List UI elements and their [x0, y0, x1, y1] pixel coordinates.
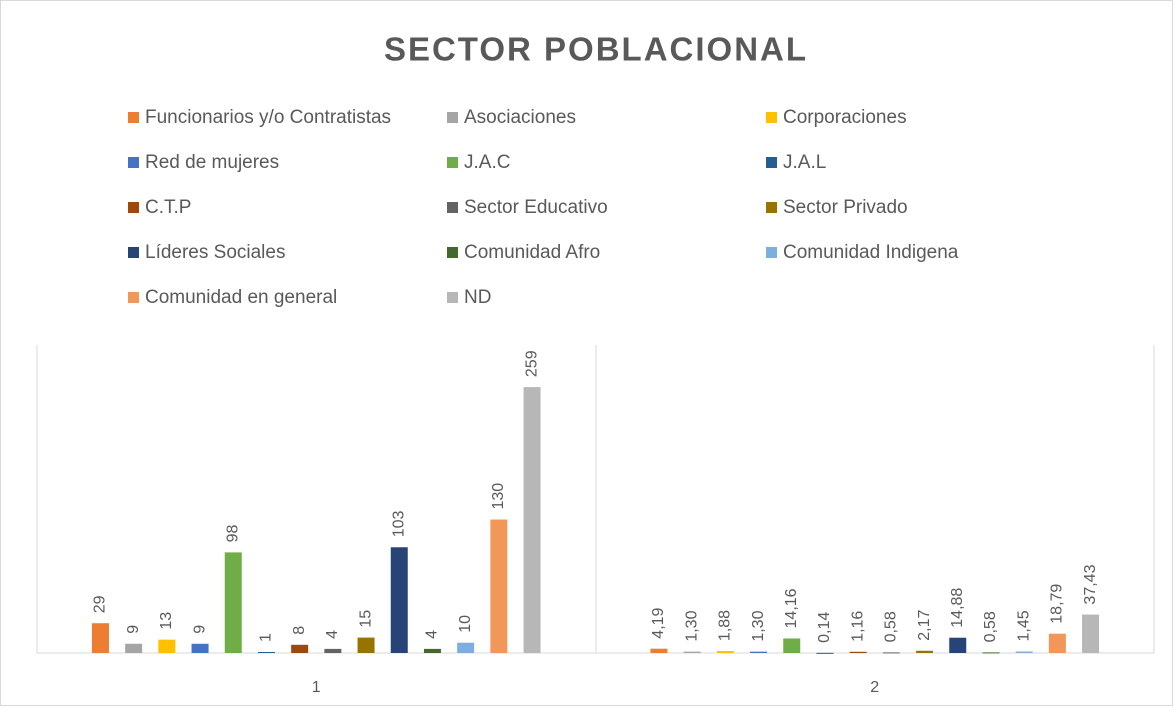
- bar: [224, 552, 242, 653]
- bar: [1048, 633, 1066, 653]
- bar: [291, 644, 309, 653]
- data-label: 14,88: [949, 588, 966, 628]
- data-label: 0,14: [816, 612, 833, 643]
- data-label: 14,16: [783, 588, 800, 628]
- data-label: 8: [291, 626, 308, 635]
- x-tick-label: 2: [870, 679, 879, 696]
- chart-title: SECTOR POBLACIONAL: [384, 31, 808, 68]
- bar: [716, 651, 734, 653]
- bar: [191, 643, 209, 653]
- bar: [423, 648, 441, 653]
- legend-swatch: [766, 112, 777, 123]
- legend-label: Sector Educativo: [464, 197, 608, 218]
- data-label: 37,43: [1082, 564, 1099, 604]
- bar: [390, 547, 408, 653]
- legend-label: Comunidad Indigena: [783, 242, 959, 263]
- bar: [916, 650, 934, 653]
- bar: [816, 652, 834, 654]
- bar: [982, 652, 1000, 654]
- data-label: 9: [125, 625, 142, 634]
- data-label: 13: [158, 612, 175, 630]
- data-label: 1,16: [849, 611, 866, 642]
- legend-swatch: [128, 247, 139, 258]
- data-label: 4: [424, 630, 441, 639]
- legend-label: Líderes Sociales: [145, 242, 285, 263]
- data-label: 0,58: [982, 611, 999, 642]
- bar: [949, 637, 967, 653]
- data-label: 1: [258, 633, 275, 642]
- bar: [257, 651, 275, 653]
- legend-label: Comunidad Afro: [464, 242, 600, 263]
- legend-label: J.A.L: [783, 152, 826, 173]
- legend-swatch: [447, 292, 458, 303]
- bar: [849, 651, 867, 653]
- bar: [1082, 614, 1100, 653]
- legend-label: ND: [464, 287, 491, 308]
- legend-swatch: [766, 157, 777, 168]
- legend-label: C.T.P: [145, 197, 191, 218]
- legend-label: Comunidad en general: [145, 287, 337, 308]
- bar: [650, 648, 668, 653]
- data-label: 29: [92, 595, 109, 613]
- legend-label: Red de mujeres: [145, 152, 279, 173]
- data-label: 18,79: [1049, 584, 1066, 624]
- bar: [357, 637, 375, 653]
- legend-swatch: [128, 202, 139, 213]
- legend-swatch: [447, 202, 458, 213]
- data-label: 4: [324, 630, 341, 639]
- bar: [882, 652, 900, 654]
- data-label: 10: [457, 615, 474, 633]
- legend-swatch: [128, 292, 139, 303]
- data-label: 0,58: [883, 611, 900, 642]
- bar: [683, 651, 701, 653]
- bar: [750, 651, 768, 653]
- legend-swatch: [128, 157, 139, 168]
- data-label: 259: [523, 350, 540, 377]
- legend-label: Funcionarios y/o Contratistas: [145, 107, 391, 128]
- bar: [125, 643, 143, 653]
- data-label: 4,19: [650, 607, 667, 638]
- data-label: 130: [490, 483, 507, 510]
- data-label: 98: [224, 524, 241, 542]
- data-label: 1,30: [750, 610, 767, 641]
- bar: [158, 639, 176, 653]
- legend-label: Asociaciones: [464, 107, 576, 128]
- bar: [457, 642, 475, 653]
- data-label: 2,17: [916, 610, 933, 641]
- legend-label: J.A.C: [464, 152, 510, 173]
- data-label: 9: [191, 625, 208, 634]
- data-label: 103: [390, 510, 407, 537]
- legend-swatch: [447, 112, 458, 123]
- legend-label: Sector Privado: [783, 197, 908, 218]
- legend-swatch: [766, 247, 777, 258]
- legend-swatch: [128, 112, 139, 123]
- legend-label: Corporaciones: [783, 107, 907, 128]
- bar: [1015, 651, 1033, 653]
- data-label: 1,30: [683, 610, 700, 641]
- data-label: 1,45: [1015, 610, 1032, 641]
- legend-swatch: [447, 247, 458, 258]
- data-label: 15: [357, 610, 374, 628]
- legend-swatch: [766, 202, 777, 213]
- bar: [490, 519, 508, 653]
- data-label: 1,88: [717, 610, 734, 641]
- x-tick-label: 1: [312, 679, 321, 696]
- bar: [91, 623, 109, 653]
- bar: [783, 638, 801, 653]
- bar: [523, 387, 541, 653]
- bar: [324, 648, 342, 653]
- legend-swatch: [447, 157, 458, 168]
